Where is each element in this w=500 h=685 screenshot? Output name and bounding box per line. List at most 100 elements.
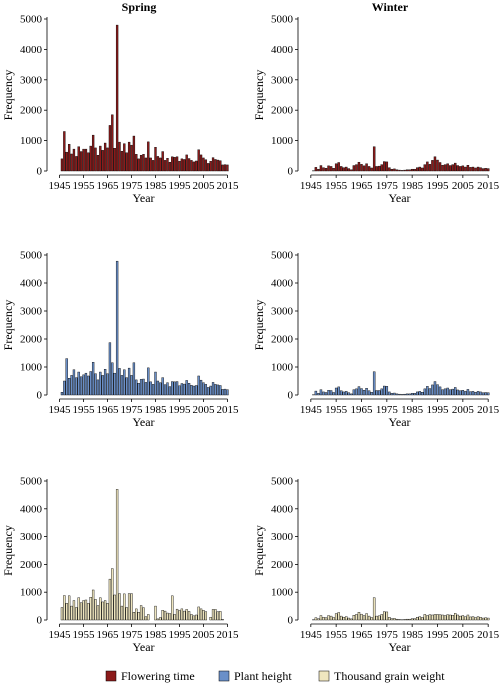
bar	[408, 618, 411, 621]
bar	[199, 608, 203, 621]
bar	[345, 616, 348, 621]
bar	[357, 612, 361, 621]
y-tick-label: 4000	[20, 503, 43, 515]
bar	[418, 616, 421, 621]
bar	[345, 166, 348, 172]
bar	[96, 379, 100, 396]
bar	[123, 593, 126, 621]
bar	[166, 382, 169, 396]
bar	[347, 392, 351, 396]
x-tick-label: 1965	[350, 629, 373, 641]
bar	[426, 386, 429, 396]
bar	[147, 141, 150, 172]
y-tick-label: 1000	[20, 587, 43, 599]
bar	[185, 609, 188, 621]
bar	[87, 375, 90, 396]
bar	[156, 380, 160, 396]
bar	[413, 168, 416, 172]
bar	[360, 613, 363, 621]
bar	[159, 382, 162, 396]
bar	[365, 388, 368, 396]
bar	[142, 607, 145, 621]
bar	[142, 378, 145, 396]
bar	[180, 383, 184, 396]
bar	[426, 615, 429, 621]
bar	[436, 384, 439, 396]
bar	[115, 260, 119, 396]
y-tick-label: 2000	[271, 105, 294, 117]
bar	[461, 390, 465, 396]
bar	[471, 616, 475, 621]
bar	[431, 160, 434, 172]
bar	[187, 611, 191, 621]
y-tick-label: 3000	[271, 306, 294, 318]
bar	[474, 392, 477, 396]
x-tick-label: 1985	[144, 629, 167, 641]
bar	[185, 154, 188, 172]
bar	[209, 385, 212, 396]
y-tick-label: 3000	[20, 306, 43, 318]
x-tick-label: 1965	[97, 404, 120, 416]
bar	[464, 616, 467, 621]
bar	[99, 597, 102, 621]
bar	[431, 384, 434, 396]
bar	[178, 610, 181, 621]
x-tick-label: 1945	[300, 404, 323, 416]
bar	[378, 165, 381, 172]
bar	[178, 161, 181, 172]
bar	[137, 383, 140, 396]
bar	[79, 602, 83, 621]
bar	[337, 386, 340, 396]
bar	[149, 381, 152, 396]
bar	[151, 384, 155, 396]
bar	[209, 617, 212, 621]
y-tick-label: 0	[288, 166, 294, 178]
bar	[479, 391, 482, 396]
bar	[192, 615, 196, 621]
bar	[421, 617, 424, 621]
bar	[211, 382, 215, 396]
bar	[481, 392, 485, 396]
x-tick-label: 2005	[452, 180, 475, 192]
bar	[139, 379, 143, 396]
x-tick-label: 1945	[49, 404, 72, 416]
bar	[211, 609, 215, 621]
bar	[175, 156, 179, 172]
bar	[99, 145, 102, 172]
x-tick-label: 1945	[49, 180, 72, 192]
bar	[87, 603, 90, 621]
bar	[154, 605, 157, 621]
bar	[332, 617, 335, 621]
bar	[352, 165, 356, 172]
bar	[454, 387, 457, 396]
bar	[103, 369, 107, 396]
bar	[342, 391, 345, 396]
bar	[390, 618, 394, 621]
y-tick-label: 2000	[20, 105, 43, 117]
bar	[362, 615, 366, 621]
x-tick-label: 1945	[300, 629, 323, 641]
bar	[327, 615, 330, 621]
x-tick-label: 1965	[97, 180, 120, 192]
bar	[390, 168, 394, 172]
bar	[362, 165, 366, 172]
legend-item-plant-height: Plant height	[218, 669, 292, 683]
bar	[319, 165, 323, 172]
bar	[214, 159, 217, 172]
bar	[456, 389, 459, 396]
column-titles: Spring Winter	[122, 0, 409, 14]
bar	[127, 593, 131, 621]
bar	[372, 371, 376, 396]
bar	[372, 597, 376, 621]
bar	[175, 381, 179, 396]
bar	[357, 161, 361, 172]
bar	[84, 148, 88, 172]
bar	[94, 147, 97, 172]
bar	[337, 162, 340, 172]
x-tick-label: 1995	[427, 629, 450, 641]
x-tick-label: 1955	[73, 629, 96, 641]
bar	[96, 605, 100, 621]
bar	[433, 381, 437, 396]
panel-flowering-time-winter: 0 1000 2000 3000 4000 5000 1945 1955 1965 1975 198…	[252, 14, 500, 206]
